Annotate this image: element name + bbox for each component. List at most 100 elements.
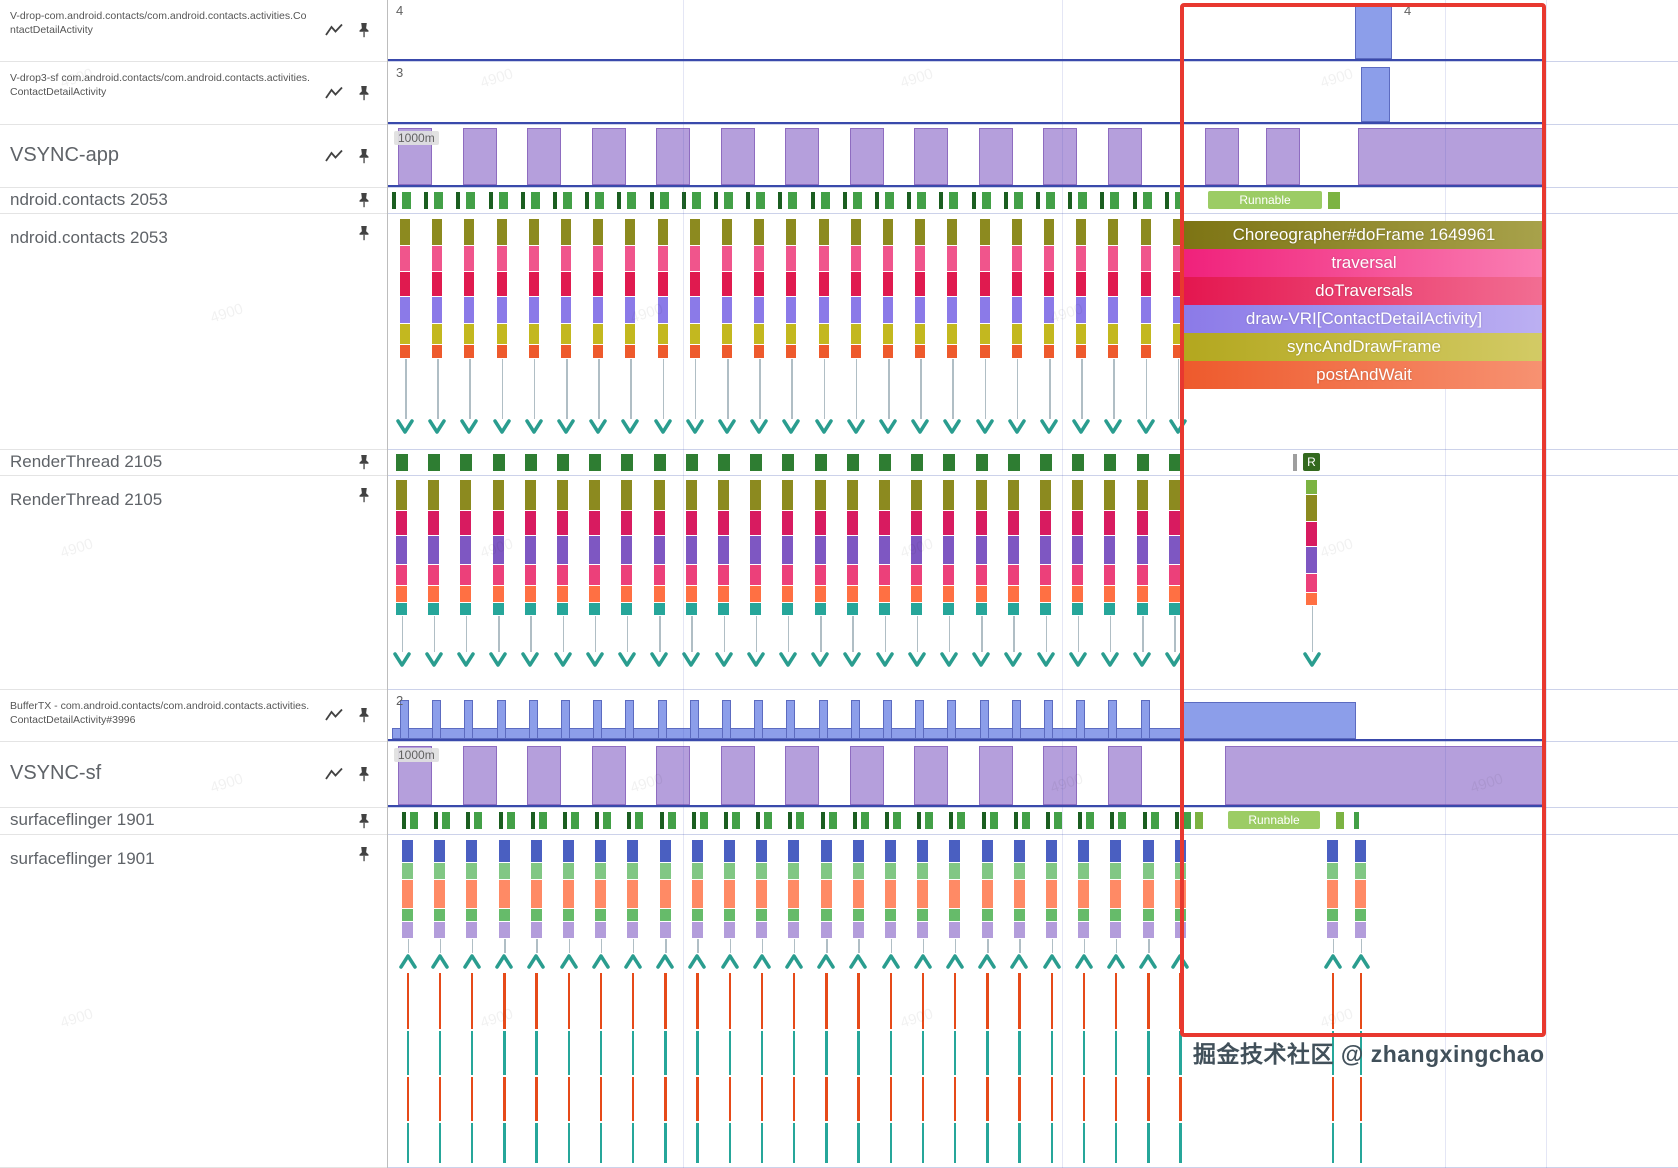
- slice[interactable]: [497, 246, 507, 271]
- slice[interactable]: [786, 272, 796, 296]
- slice[interactable]: [625, 297, 635, 323]
- slice[interactable]: [815, 586, 826, 602]
- slice[interactable]: [982, 880, 993, 908]
- slice[interactable]: [497, 219, 507, 245]
- slice[interactable]: [561, 246, 571, 271]
- state-segment[interactable]: [917, 192, 926, 209]
- slice[interactable]: [658, 297, 668, 323]
- slice[interactable]: [396, 536, 407, 564]
- track-lane-counter-buffertx[interactable]: 2: [388, 690, 1678, 742]
- pin-icon[interactable]: [357, 192, 375, 208]
- slice[interactable]: [563, 909, 574, 921]
- state-segment[interactable]: [585, 192, 589, 209]
- slice[interactable]: [1173, 272, 1183, 296]
- slice[interactable]: [1076, 324, 1086, 344]
- state-segment[interactable]: [635, 812, 643, 829]
- slice[interactable]: [847, 603, 858, 615]
- flow-arrow[interactable]: [424, 652, 444, 668]
- slice[interactable]: [750, 511, 761, 535]
- slice[interactable]: [400, 246, 410, 271]
- counter-pulse[interactable]: [819, 700, 828, 739]
- slice[interactable]: [499, 922, 510, 938]
- flow-arrow[interactable]: [878, 419, 898, 435]
- state-segment[interactable]: [424, 192, 428, 209]
- state-badge[interactable]: Runnable: [1208, 191, 1322, 209]
- slice[interactable]: [1306, 480, 1317, 494]
- state-segment[interactable]: [466, 192, 475, 209]
- slice[interactable]: [531, 880, 542, 908]
- counter-pulse[interactable]: [593, 700, 602, 739]
- vsync-pulse[interactable]: [721, 746, 755, 805]
- state-segment[interactable]: [782, 454, 794, 471]
- slice[interactable]: [1141, 272, 1151, 296]
- slice[interactable]: [595, 880, 606, 908]
- slice[interactable]: [754, 272, 764, 296]
- slice[interactable]: [756, 880, 767, 908]
- slice[interactable]: [493, 536, 504, 564]
- slice[interactable]: [980, 297, 990, 323]
- slice[interactable]: [1076, 219, 1086, 245]
- state-segment[interactable]: [756, 812, 760, 829]
- slice[interactable]: [497, 297, 507, 323]
- vsync-pulse[interactable]: [1266, 128, 1300, 185]
- vsync-pulse[interactable]: [592, 128, 626, 185]
- flow-arrow[interactable]: [398, 953, 418, 969]
- slice[interactable]: [466, 909, 477, 921]
- state-segment[interactable]: [1104, 454, 1116, 471]
- counter-pulse[interactable]: [851, 700, 860, 739]
- slice[interactable]: [885, 922, 896, 938]
- slice[interactable]: [943, 586, 954, 602]
- slice[interactable]: [402, 922, 413, 938]
- slice[interactable]: [718, 536, 729, 564]
- slice[interactable]: [786, 246, 796, 271]
- slice[interactable]: [593, 324, 603, 344]
- state-segment[interactable]: [660, 192, 669, 209]
- slice[interactable]: [1108, 297, 1118, 323]
- track-header-slices-sf[interactable]: surfaceflinger 1901: [0, 835, 387, 1168]
- slice[interactable]: [1040, 536, 1051, 564]
- slice[interactable]: [1008, 511, 1019, 535]
- slice[interactable]: [718, 565, 729, 585]
- slice[interactable]: [1072, 603, 1083, 615]
- slice[interactable]: [692, 922, 703, 938]
- slice[interactable]: [1306, 495, 1317, 521]
- slice[interactable]: [976, 603, 987, 615]
- state-segment[interactable]: [563, 192, 572, 209]
- slice[interactable]: [658, 246, 668, 271]
- slice[interactable]: [686, 480, 697, 510]
- slice[interactable]: [557, 511, 568, 535]
- slice[interactable]: [1169, 480, 1180, 510]
- state-segment[interactable]: [976, 454, 988, 471]
- slice[interactable]: [782, 565, 793, 585]
- state-segment[interactable]: [943, 454, 955, 471]
- slice[interactable]: [460, 511, 471, 535]
- slice[interactable]: [1044, 345, 1054, 358]
- slice[interactable]: [432, 272, 442, 296]
- slice[interactable]: [466, 863, 477, 879]
- slice[interactable]: [654, 603, 665, 615]
- flow-arrow[interactable]: [1071, 419, 1091, 435]
- state-segment[interactable]: [718, 454, 730, 471]
- state-segment[interactable]: [563, 812, 567, 829]
- state-segment[interactable]: [1008, 454, 1020, 471]
- slice[interactable]: [853, 922, 864, 938]
- slice[interactable]: [851, 297, 861, 323]
- slice[interactable]: [883, 297, 893, 323]
- state-segment[interactable]: [627, 192, 636, 209]
- counter-track-icon[interactable]: [325, 708, 343, 724]
- slice[interactable]: [851, 324, 861, 344]
- slice[interactable]: [911, 536, 922, 564]
- track-header-state-contacts[interactable]: ndroid.contacts 2053: [0, 188, 387, 214]
- flow-arrow[interactable]: [910, 419, 930, 435]
- slice[interactable]: [1141, 219, 1151, 245]
- flow-arrow[interactable]: [749, 419, 769, 435]
- state-segment[interactable]: [990, 812, 998, 829]
- flow-arrow[interactable]: [881, 953, 901, 969]
- slice[interactable]: [525, 603, 536, 615]
- slice[interactable]: [466, 880, 477, 908]
- flow-arrow[interactable]: [1164, 652, 1184, 668]
- slice[interactable]: [1175, 909, 1186, 921]
- slice[interactable]: [1014, 863, 1025, 879]
- state-segment[interactable]: [410, 812, 418, 829]
- slice[interactable]: [692, 880, 703, 908]
